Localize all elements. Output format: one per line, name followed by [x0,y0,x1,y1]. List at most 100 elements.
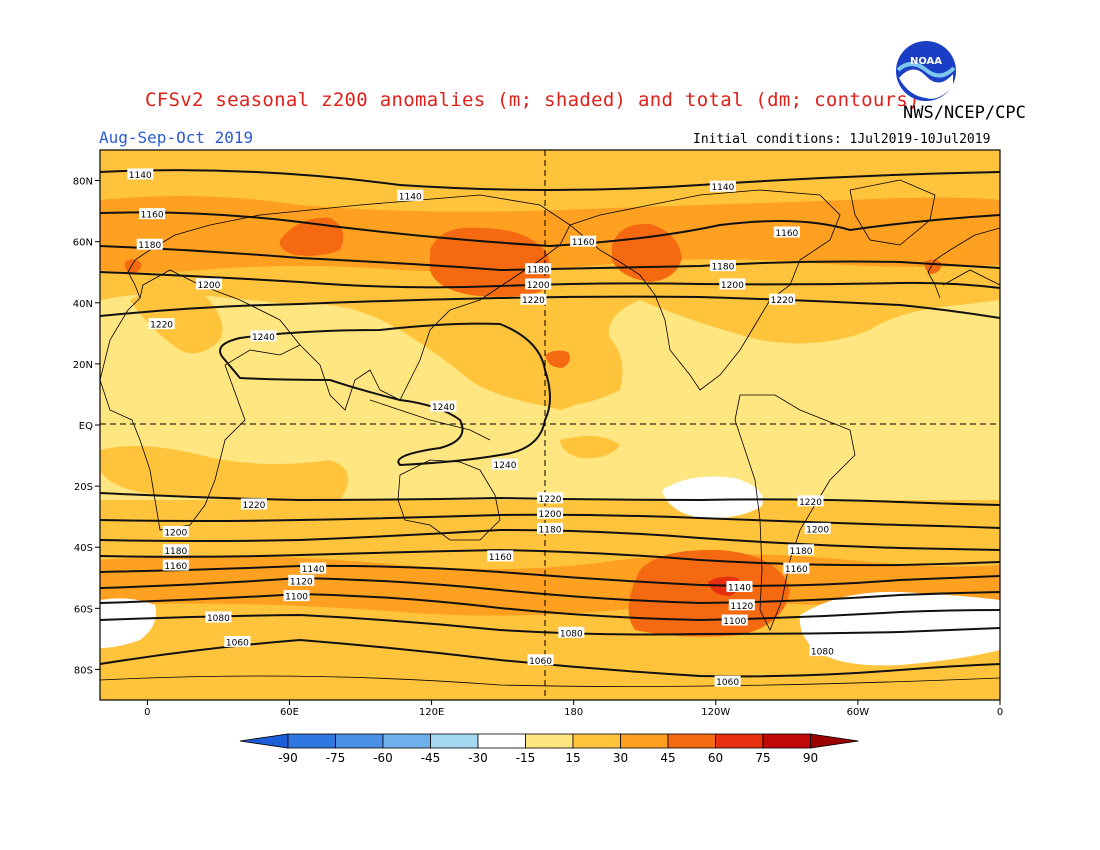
lat-tick-label: 80N [73,177,93,188]
contour-label-bg [773,226,800,238]
contour-label-bg [769,293,796,305]
contour-1160-s [100,548,1000,567]
latitude-axis: 80N 60N 40N 20N EQ 20S 40S 60S 80S [73,177,100,676]
noaa-logo: NOAA [896,41,956,101]
map-title: CFSv2 seasonal z200 anomalies (m; shaded… [145,89,920,111]
colorbar-swatch [667,733,716,749]
coast-indonesia [369,399,491,441]
shade-white-left [100,598,156,648]
contour-label-bg [804,522,831,534]
contour-label-bg [525,263,552,275]
lat-tick-label: 40S [74,543,93,554]
contour-label: 1180 [164,547,187,557]
coast-north-america [569,189,841,391]
colorbar-swatch [715,733,764,749]
contour-label: 1180 [138,241,161,251]
colorbar-label: -90 [278,751,298,765]
contour-1200-s [100,513,1000,529]
contour-label-bg [709,180,736,192]
contour-label: 1180 [790,547,813,557]
lon-tick-label: 180 [564,707,583,718]
contour-label-bg [162,544,189,556]
coastlines [100,179,1000,687]
contour-label-bg [205,611,232,623]
shade-60-spac [628,549,790,637]
lon-tick-label: 0 [997,707,1003,718]
colorbar: -90 -75 -60 -45 -30 -15 15 30 45 60 75 90 [239,733,859,765]
colorbar-label: -30 [468,751,488,765]
colorbar-label: 30 [613,751,628,765]
contour-label: 1200 [527,281,550,291]
contour-label: 1220 [799,498,822,508]
contour-label: 1100 [723,617,746,627]
colorbar-swatch [335,733,384,749]
contour-label-bg [719,278,746,290]
contour-1120-s [100,576,1000,605]
contour-label-bg [797,495,824,507]
contour-label: 1200 [806,525,829,535]
agency-label: NWS/NCEP/CPC [903,103,1026,123]
contour-label-bg [558,626,585,638]
contour-1160-n [100,211,1000,248]
contour-1180-n [100,245,1000,272]
contour-label: 1180 [527,266,550,276]
lat-tick-label: EQ [79,421,93,432]
contour-label: 1200 [721,281,744,291]
contour-label-bg [728,599,755,611]
contour-label-bg [162,525,189,537]
contour-1060-s [100,638,1000,678]
colorbar-swatch [287,733,336,749]
contour-label-bg [527,654,554,666]
coast-eurasia [127,194,571,411]
contour-label-bg [139,208,166,220]
contour-label: 1140 [728,583,751,593]
contour-label: 1160 [141,211,164,221]
colorbar-label: -75 [326,751,346,765]
colorbar-swatch [477,733,526,749]
contour-label: 1160 [572,238,595,248]
contour-label-bg [537,492,563,504]
contour-label: 1120 [730,602,753,612]
shade-nw-pacific [440,316,623,406]
colorbar-label: -45 [421,751,441,765]
contour-label: 1060 [716,678,739,688]
shade-tropics-patch [560,436,620,459]
colorbar-label: 90 [803,751,818,765]
colorbar-label: -60 [373,751,393,765]
contour-label: 1140 [399,192,422,202]
contour-label-bg [397,189,424,201]
shade-arabia [130,286,223,354]
contour-label-bg [809,645,836,657]
lat-tick-label: 60N [73,238,93,249]
contour-label: 1060 [226,638,249,648]
contour-label-bg [520,293,547,305]
lat-tick-label: 20N [73,360,93,371]
contour-label: 1140 [302,565,325,575]
lat-tick-label: 80S [74,665,93,676]
contour-label: 1160 [785,565,808,575]
contour-label-bg [783,562,810,574]
colorbar-swatch [430,733,479,749]
contour-label-bg [525,278,552,290]
contour-label: 1220 [522,296,545,306]
coast-greenland [849,179,936,246]
colorbar-arrow-low [239,733,289,749]
contour-label: 1140 [711,183,734,193]
lon-tick-label: 0 [144,707,150,718]
colorbar-label: 75 [755,751,770,765]
contour-label-bg [283,590,310,602]
contour-1200-n [100,271,1000,289]
contour-1180-s [100,528,1000,551]
colorbar-label: 45 [660,751,675,765]
height-contours [100,169,1000,678]
contour-label-bg [709,260,736,272]
coast-south-america [734,394,856,631]
contour-label-bg [162,559,189,571]
lon-tick-label: 60W [847,707,870,718]
colorbar-swatch [572,733,621,749]
contour-label-bg [570,235,597,247]
longitude-axis: 0 60E 120E 180 120W 60W 0 [144,700,1003,718]
colorbar-swatch [620,733,669,749]
contour-1140-s [100,564,1000,587]
